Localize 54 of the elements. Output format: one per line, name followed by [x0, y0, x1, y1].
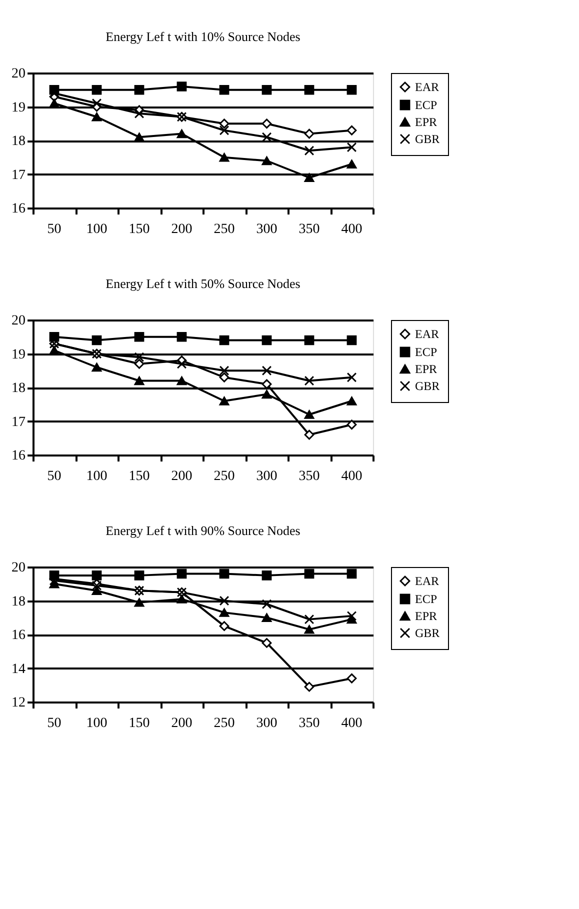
x-tick-label: 150: [128, 716, 150, 731]
x-tick-label: 200: [171, 469, 192, 484]
y-tick-label: 16: [12, 448, 26, 464]
x-tick-label: 250: [214, 222, 235, 237]
x-tick-label: 50: [47, 222, 62, 237]
x-tick-label: 350: [298, 469, 320, 484]
x-tick-label: 50: [47, 469, 62, 484]
x-tick-label: 200: [171, 222, 192, 237]
legend-label: EAR: [415, 327, 439, 341]
legend-label: ECP: [415, 592, 438, 606]
y-tick-label: 18: [12, 134, 26, 149]
chart-title: Energy Lef t with 10% Source Nodes: [106, 29, 300, 44]
y-tick-label: 19: [12, 100, 26, 116]
legend-label: GBR: [415, 379, 440, 393]
x-tick-label: 400: [341, 469, 362, 484]
y-tick-label: 17: [12, 168, 26, 183]
x-tick-label: 150: [128, 222, 150, 237]
y-tick-label: 20: [12, 314, 26, 328]
chart-title: Energy Lef t with 50% Source Nodes: [106, 276, 300, 291]
chart-title: Energy Lef t with 90% Source Nodes: [106, 523, 300, 538]
legend-label: EAR: [415, 574, 439, 588]
y-tick-label: 17: [12, 414, 26, 430]
x-tick-label: 150: [128, 469, 150, 484]
x-tick-label: 250: [214, 469, 235, 484]
x-tick-label: 400: [341, 222, 362, 237]
x-tick-label: 300: [256, 469, 278, 484]
y-tick-label: 19: [12, 347, 26, 362]
legend-label: GBR: [415, 132, 440, 146]
x-tick-label: 350: [298, 222, 320, 237]
x-tick-label: 350: [298, 716, 320, 731]
y-tick-label: 18: [12, 594, 26, 610]
legend-label: GBR: [415, 626, 440, 640]
y-tick-label: 16: [12, 628, 26, 643]
legend-label: EPR: [415, 362, 438, 376]
y-tick-label: 18: [12, 381, 26, 396]
x-tick-label: 200: [171, 716, 192, 731]
x-tick-label: 250: [214, 716, 235, 731]
legend-label: ECP: [415, 98, 438, 112]
legend-label: EAR: [415, 80, 439, 94]
legend-label: ECP: [415, 345, 438, 359]
y-tick-label: 12: [12, 696, 26, 710]
y-tick-label: 20: [12, 66, 26, 82]
legend-label: EPR: [415, 115, 438, 129]
x-tick-label: 300: [256, 716, 278, 731]
x-tick-label: 100: [86, 716, 108, 731]
legend-label: EPR: [415, 609, 438, 623]
y-tick-label: 14: [12, 662, 26, 677]
x-tick-label: 50: [47, 716, 62, 731]
y-tick-label: 20: [12, 560, 26, 576]
x-tick-label: 100: [86, 469, 108, 484]
x-tick-label: 400: [341, 716, 362, 731]
x-tick-label: 100: [86, 222, 108, 237]
x-tick-label: 300: [256, 222, 278, 237]
y-tick-label: 16: [12, 202, 26, 216]
